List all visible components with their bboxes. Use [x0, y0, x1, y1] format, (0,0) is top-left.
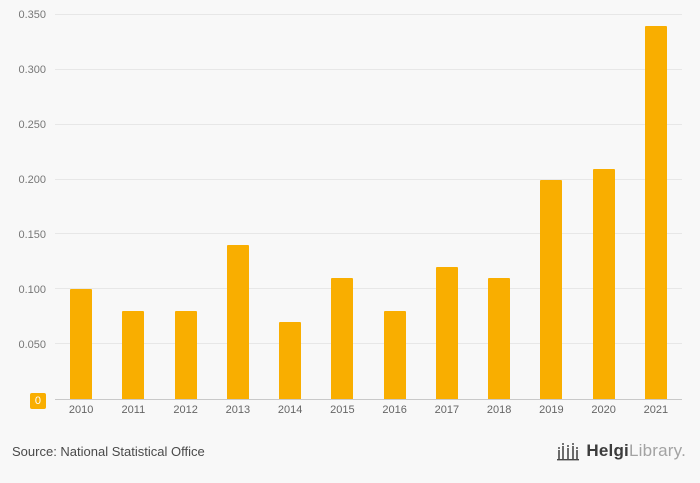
bar	[592, 168, 615, 399]
bar	[644, 25, 667, 399]
bar	[279, 322, 302, 399]
x-tick-label: 2020	[591, 404, 616, 416]
bar-slot	[107, 15, 159, 399]
helgi-library-logo: HelgiLibrary.	[556, 441, 686, 461]
x-tick-label: 2018	[486, 404, 512, 416]
bridge-bars-icon	[556, 441, 580, 461]
logo-text-library: Library	[628, 441, 682, 460]
grid-line	[55, 123, 682, 125]
bar	[331, 278, 354, 399]
bar-slot	[160, 15, 212, 399]
bar-chart-plot-area	[55, 14, 682, 400]
grid-line	[55, 68, 682, 70]
bar	[383, 311, 406, 399]
source-text: Source: National Statistical Office	[12, 443, 205, 459]
x-tick-label: 2017	[434, 404, 460, 416]
bar-series	[55, 15, 682, 399]
x-axis: 2010 2011 2012 2013 2014 2015 2016 2017 2018 2019…	[55, 404, 682, 416]
y-tick-label: 0.300	[18, 64, 46, 76]
y-tick-label: 0	[0, 393, 46, 409]
grid-line	[55, 288, 682, 290]
bar-slot	[421, 15, 473, 399]
bar-slot	[630, 15, 682, 399]
x-tick-label: 2014	[277, 404, 303, 416]
grid-line	[55, 233, 682, 235]
logo-text: HelgiLibrary.	[586, 441, 686, 461]
logo-text-dot: .	[681, 441, 686, 460]
bar-slot	[264, 15, 316, 399]
y-tick-label: 0.150	[18, 229, 46, 241]
bar	[488, 278, 511, 399]
grid-line	[55, 14, 682, 15]
bar	[174, 311, 197, 399]
bar	[226, 245, 249, 399]
bar-slot	[369, 15, 421, 399]
y-tick-label: 0.350	[18, 9, 46, 21]
bar	[435, 267, 458, 399]
x-tick-label: 2019	[539, 404, 564, 416]
grid-line	[55, 178, 682, 180]
y-tick-label: 0.100	[18, 284, 46, 296]
x-tick-label: 2010	[68, 404, 94, 416]
bar	[122, 311, 145, 399]
logo-text-helgi: Helgi	[586, 441, 629, 460]
y-tick-label: 0.050	[18, 339, 46, 351]
y-tick-label: 0.200	[18, 174, 46, 186]
bar-slot	[473, 15, 525, 399]
bar-slot	[525, 15, 577, 399]
footer: Source: National Statistical Office Helg…	[0, 425, 700, 483]
x-tick-label: 2011	[121, 404, 146, 416]
bar-slot	[55, 15, 107, 399]
grid-line	[55, 343, 682, 345]
bar	[70, 289, 93, 399]
x-tick-label: 2013	[225, 404, 251, 416]
bar-slot	[578, 15, 630, 399]
x-tick-label: 2012	[173, 404, 198, 416]
bar-slot	[316, 15, 368, 399]
x-tick-label: 2021	[643, 404, 669, 416]
bar	[540, 179, 563, 399]
bar-slot	[212, 15, 264, 399]
y-tick-label: 0.250	[18, 119, 46, 131]
x-tick-label: 2016	[382, 404, 407, 416]
x-tick-label: 2015	[330, 404, 355, 416]
